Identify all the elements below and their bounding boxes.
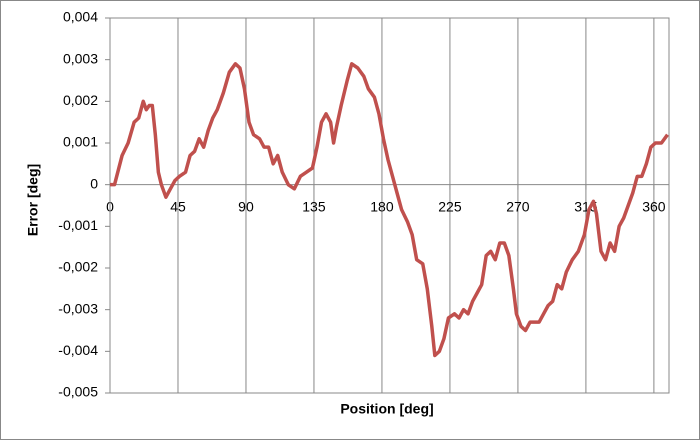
y-tick-label: -0,002	[58, 259, 98, 275]
x-tick-label: 45	[170, 198, 186, 214]
y-tick-label: -0,001	[58, 217, 98, 233]
x-tick-label: 360	[642, 198, 666, 214]
y-axis-label: Error [deg]	[25, 164, 41, 236]
y-tick-label: -0,004	[58, 342, 98, 358]
x-tick-label: 225	[438, 198, 462, 214]
y-tick-label: 0,003	[63, 50, 98, 66]
y-tick-label: -0,003	[58, 300, 98, 316]
y-tick-label: 0,004	[63, 9, 98, 25]
y-tick-label: -0,005	[58, 384, 98, 400]
x-tick-label: 180	[370, 198, 394, 214]
y-tick-label: 0,002	[63, 92, 98, 108]
x-tick-label: 90	[238, 198, 254, 214]
x-axis-label: Position [deg]	[340, 401, 433, 417]
y-tick-label: 0	[90, 175, 98, 191]
y-tick-label: 0,001	[63, 134, 98, 150]
x-tick-label: 135	[302, 198, 326, 214]
plot-area-border	[109, 17, 670, 394]
x-tick-label: 270	[506, 198, 530, 214]
data-line	[110, 62, 669, 358]
